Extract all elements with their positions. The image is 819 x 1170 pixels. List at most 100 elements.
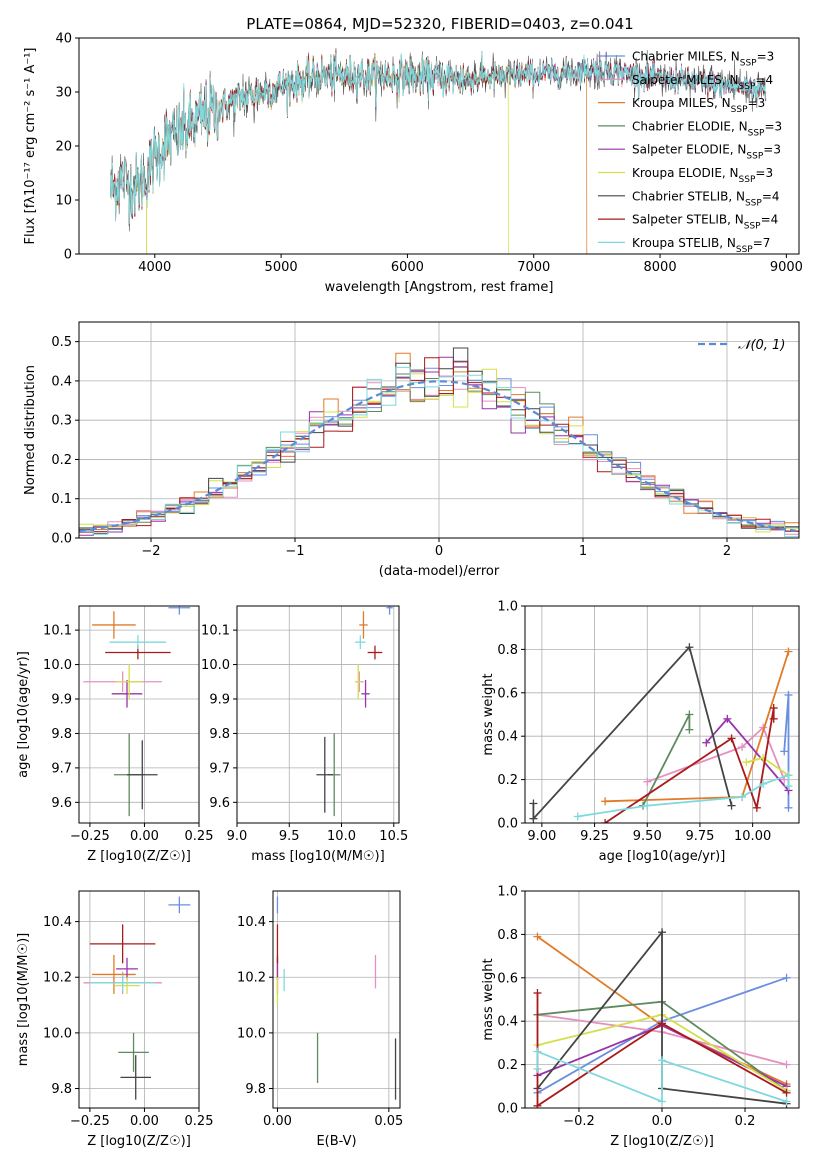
y-tick-label: 0.8 (497, 928, 518, 943)
y-tick-label: 0.0 (497, 817, 518, 832)
y-tick-label: 9.8 (51, 1082, 72, 1097)
weight-marker (727, 734, 736, 743)
spectrum-line-kroupa-stelib (110, 52, 767, 225)
weight-marker (573, 812, 582, 821)
x-tick-label: 10.0 (327, 829, 356, 844)
x-axis-label: Z [log10(Z/Z☉)] (87, 849, 191, 864)
y-tick-label: 0.5 (51, 335, 72, 350)
y-tick-label: 0.3 (51, 414, 72, 429)
x-tick-label: 0.00 (130, 829, 159, 844)
weight-marker (782, 973, 791, 982)
y-tick-label: 10 (55, 194, 72, 209)
errorbar-kroupa-miles (359, 611, 368, 639)
y-tick-label: 10.0 (201, 658, 230, 673)
x-axis-label: mass [log10(M/M☉)] (251, 849, 384, 864)
weight-marker (658, 1056, 666, 1065)
figure-title: PLATE=0864, MJD=52320, FIBERID=0403, z=0… (246, 15, 633, 33)
errorbar-kroupa-elodie (355, 664, 362, 699)
x-tick-label: 2 (723, 544, 731, 559)
y-tick-label: 10.1 (43, 624, 72, 639)
x-tick-label: 5000 (265, 260, 298, 275)
x-axis-label: (data-model)/error (379, 564, 500, 579)
weight-marker (685, 643, 694, 652)
y-tick-label: 0.2 (497, 1058, 518, 1073)
weight-marker (727, 801, 736, 810)
x-tick-label: −0.25 (70, 1114, 110, 1129)
weight-marker (643, 777, 652, 786)
y-tick-label: 0.4 (51, 374, 72, 389)
errorbar-kroupa-miles (92, 611, 136, 639)
x-tick-label: 9.75 (685, 829, 714, 844)
y-tick-label: 10.0 (43, 1026, 72, 1041)
y-tick-label: 0.4 (497, 730, 518, 745)
x-tick-label: −0.2 (563, 1114, 595, 1129)
axes-frame (78, 890, 200, 1109)
weight-marker (769, 703, 778, 712)
x-tick-label: 10.00 (734, 829, 771, 844)
chart-weight_vs_age: 9.00 9.25 9.50 9.75 10.00 0.0 0.2 0.4 0.6 0.8 1.0 a… (481, 600, 800, 864)
x-tick-label: 4000 (138, 260, 171, 275)
y-axis-label: mass weight (481, 673, 496, 755)
errorbar-salpeter-elodie (361, 680, 370, 708)
y-tick-label: 0 (64, 248, 72, 263)
weight-marker (784, 771, 793, 780)
errorbar-chabrier-miles (168, 896, 191, 914)
chart-mass_vs_Z: −0.25 0.00 0.25 9.8 10.0 10.2 10.4 Z [log10(Z/Z… (16, 890, 214, 1149)
legend-label-normal: 𝒩(0, 1) (738, 338, 785, 353)
y-axis-label: Flux [fλ10⁻¹⁷ erg cm⁻² s⁻¹ A⁻¹] (23, 48, 38, 245)
x-tick-label: 0.0 (652, 1114, 673, 1129)
y-tick-label: 10.4 (237, 915, 266, 930)
y-tick-label: 10.0 (237, 1026, 266, 1041)
weight-marker (533, 932, 542, 941)
chart-mass_vs_ebv: 0.00 0.05 9.8 10.0 10.2 10.4 E(B-V) (237, 890, 403, 1149)
y-tick-label: 40 (55, 32, 72, 47)
x-tick-label: 9000 (770, 260, 803, 275)
x-tick-label: 9.00 (527, 829, 556, 844)
x-tick-label: 9.5 (279, 829, 300, 844)
weight-line-chabrier-stelib (536, 929, 787, 1105)
errorbar-kroupa-stelib (109, 635, 167, 650)
x-tick-label: 10.5 (379, 829, 408, 844)
weight-marker (533, 1101, 542, 1108)
weight-line-salpeter-miles (646, 725, 786, 783)
x-tick-label: 0.00 (263, 1114, 292, 1129)
y-tick-label: 9.8 (51, 727, 72, 742)
x-tick-label: 7000 (517, 260, 550, 275)
axes-frame (236, 605, 400, 824)
x-tick-label: 0.2 (735, 1114, 756, 1129)
errorbar-salpeter-elodie (111, 680, 143, 708)
errorbar-kroupa-elodie (116, 664, 143, 699)
y-tick-label: 9.6 (51, 796, 72, 811)
plot-area (533, 928, 791, 1108)
errorbar-salpeter-stelib (89, 924, 156, 964)
plot-area (110, 48, 767, 254)
y-tick-label: 0.8 (497, 643, 518, 658)
y-axis-label: mass [log10(M/M☉)] (16, 933, 31, 1066)
histogram-kroupa-stelib (79, 366, 799, 538)
weight-marker (643, 801, 652, 810)
weight-marker (658, 928, 666, 937)
y-tick-label: 10.2 (43, 971, 72, 986)
y-tick-label: 9.9 (209, 693, 230, 708)
weight-marker (738, 792, 747, 801)
weight-marker (782, 1097, 791, 1106)
y-tick-label: 0.1 (51, 492, 72, 507)
x-tick-label: 1 (579, 544, 587, 559)
x-tick-label: 0.25 (185, 1114, 214, 1129)
axes-frame (272, 890, 401, 1109)
errorbar-chabrier-miles (168, 606, 191, 615)
y-tick-label: 9.9 (51, 693, 72, 708)
chart-age_vs_Z: −0.25 0.00 0.25 9.6 9.7 9.8 9.9 10.0 10.1 Z [log1… (16, 605, 213, 864)
y-tick-label: 30 (55, 86, 72, 101)
weight-marker (723, 714, 732, 723)
weight-marker (529, 814, 538, 823)
x-axis-label: Z [log10(Z/Z☉)] (87, 1134, 191, 1149)
weight-marker (780, 747, 789, 756)
plot-area (316, 606, 393, 817)
y-axis-label: age [log10(age/yr)] (16, 651, 31, 778)
y-tick-label: 10.4 (43, 915, 72, 930)
chart-age_vs_mass: 9.0 9.5 10.0 10.5 9.6 9.7 9.8 9.9 10.0 10.1 mass [… (201, 605, 408, 864)
x-axis-label: E(B-V) (316, 1134, 356, 1149)
weight-marker (784, 782, 793, 791)
errorbar-chabrier-stelib (120, 1055, 151, 1100)
